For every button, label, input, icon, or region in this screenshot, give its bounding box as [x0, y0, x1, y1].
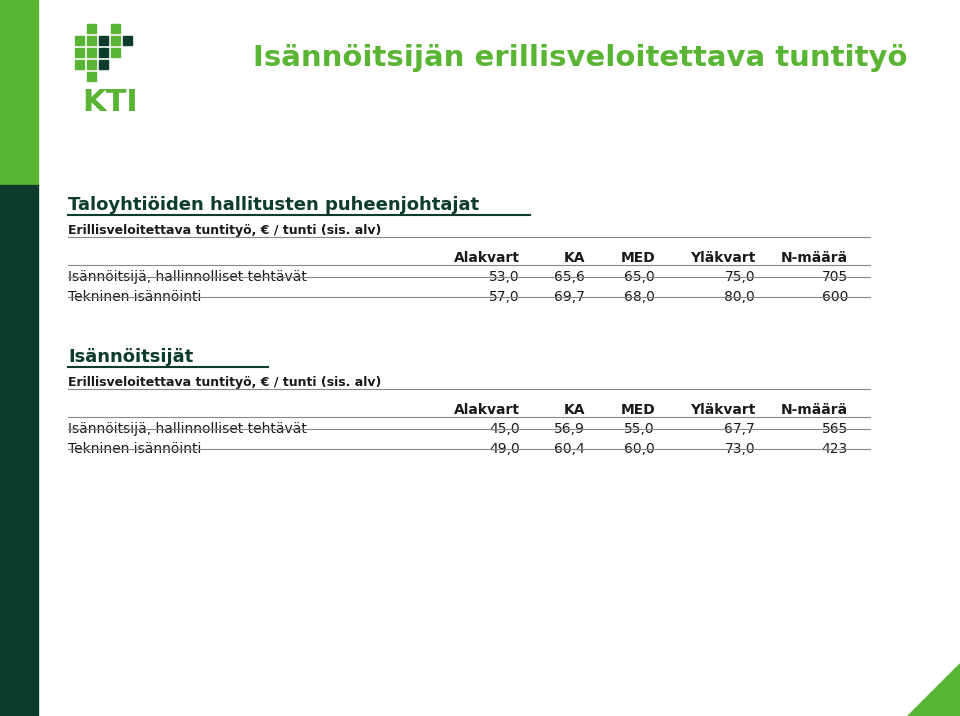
Text: 45,0: 45,0	[490, 422, 520, 436]
Text: 65,0: 65,0	[624, 270, 655, 284]
Text: 600: 600	[822, 290, 848, 304]
Text: Erillisveloitettava tuntityö, € / tunti (sis. alv): Erillisveloitettava tuntityö, € / tunti …	[68, 376, 381, 389]
Bar	[87, 72, 96, 81]
Text: Tekninen isännöinti: Tekninen isännöinti	[68, 442, 202, 456]
Text: KA: KA	[564, 251, 585, 265]
Bar	[75, 36, 84, 45]
Text: 705: 705	[822, 270, 848, 284]
Bar	[123, 36, 132, 45]
Text: 565: 565	[822, 422, 848, 436]
Bar	[99, 60, 108, 69]
Bar	[87, 36, 96, 45]
Text: 56,9: 56,9	[554, 422, 585, 436]
Text: 67,7: 67,7	[724, 422, 755, 436]
Text: Erillisveloitettava tuntityö, € / tunti (sis. alv): Erillisveloitettava tuntityö, € / tunti …	[68, 224, 381, 237]
Text: 49,0: 49,0	[490, 442, 520, 456]
Bar	[111, 24, 120, 33]
Text: Taloyhtiöiden hallitusten puheenjohtajat: Taloyhtiöiden hallitusten puheenjohtajat	[68, 196, 479, 214]
Text: 53,0: 53,0	[490, 270, 520, 284]
Text: 60,0: 60,0	[624, 442, 655, 456]
Bar	[111, 48, 120, 57]
Polygon shape	[908, 664, 960, 716]
Text: N-määrä: N-määrä	[780, 251, 848, 265]
Text: MED: MED	[620, 251, 655, 265]
Bar	[87, 60, 96, 69]
Text: Alakvart: Alakvart	[454, 403, 520, 417]
Text: 57,0: 57,0	[490, 290, 520, 304]
Bar	[87, 24, 96, 33]
Text: Alakvart: Alakvart	[454, 251, 520, 265]
Text: KA: KA	[564, 403, 585, 417]
Text: 68,0: 68,0	[624, 290, 655, 304]
Text: Isännöitsijät: Isännöitsijät	[68, 348, 193, 366]
Text: Isännöitsijä, hallinnolliset tehtävät: Isännöitsijä, hallinnolliset tehtävät	[68, 422, 307, 436]
Bar	[87, 48, 96, 57]
Text: 75,0: 75,0	[725, 270, 755, 284]
Text: MED: MED	[620, 403, 655, 417]
Text: Isännöitsijä, hallinnolliset tehtävät: Isännöitsijä, hallinnolliset tehtävät	[68, 270, 307, 284]
Text: 73,0: 73,0	[725, 442, 755, 456]
Text: Yläkvart: Yläkvart	[689, 251, 755, 265]
Bar	[75, 60, 84, 69]
Text: Yläkvart: Yläkvart	[689, 403, 755, 417]
Bar	[0, 0, 38, 185]
Text: KTI: KTI	[82, 88, 137, 117]
Bar	[99, 48, 108, 57]
Text: 55,0: 55,0	[624, 422, 655, 436]
Bar	[0, 185, 38, 716]
Text: 80,0: 80,0	[724, 290, 755, 304]
Text: Tekninen isännöinti: Tekninen isännöinti	[68, 290, 202, 304]
Text: N-määrä: N-määrä	[780, 403, 848, 417]
Text: 423: 423	[822, 442, 848, 456]
Text: 60,4: 60,4	[554, 442, 585, 456]
Bar	[99, 36, 108, 45]
Text: 69,7: 69,7	[554, 290, 585, 304]
Text: Isännöitsijän erillisveloitettava tuntityö: Isännöitsijän erillisveloitettava tuntit…	[252, 44, 907, 72]
Bar	[111, 36, 120, 45]
Text: 65,6: 65,6	[554, 270, 585, 284]
Bar	[75, 48, 84, 57]
